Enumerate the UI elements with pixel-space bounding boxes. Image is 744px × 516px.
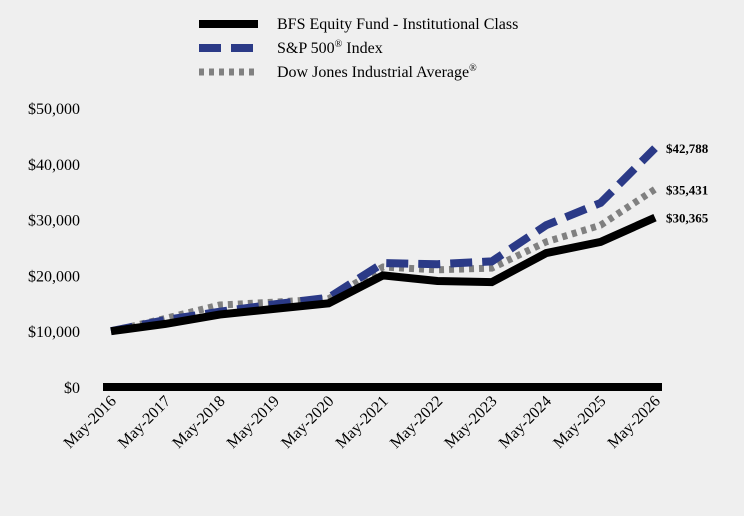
x-tick-label: May-2018 <box>169 393 228 452</box>
end-labels: $30,365 $42,788 $35,431 <box>666 141 709 225</box>
series-lines <box>110 145 658 336</box>
legend: BFS Equity Fund - Institutional Class S&P… <box>199 16 518 81</box>
x-tick-label: May-2026 <box>605 393 664 452</box>
x-axis-ticks: May-2016May-2017May-2018May-2019May-2020… <box>61 393 664 452</box>
legend-label: BFS Equity Fund - Institutional Class <box>277 16 518 33</box>
end-value-label: $30,365 <box>666 211 709 226</box>
y-tick-label: $30,000 <box>28 213 80 230</box>
x-tick-label: May-2020 <box>278 393 337 452</box>
legend-label-suffix: Index <box>342 40 382 57</box>
series-line-2 <box>110 186 657 335</box>
x-tick-label: May-2016 <box>61 393 120 452</box>
x-tick-label: May-2019 <box>224 393 283 452</box>
x-tick-label: May-2017 <box>115 393 174 452</box>
y-axis-ticks: $0 $10,000 $20,000 $30,000 $40,000 $50,000 <box>28 101 80 397</box>
legend-label: Dow Jones Industrial Average® <box>277 63 477 81</box>
x-tick-label: May-2023 <box>441 393 500 452</box>
y-tick-label: $20,000 <box>28 268 80 285</box>
x-tick-label: May-2025 <box>550 393 609 452</box>
y-tick-label: $40,000 <box>28 157 80 174</box>
y-tick-label: $0 <box>64 380 80 397</box>
series-line-1 <box>110 145 658 336</box>
legend-label-sup: ® <box>335 39 343 50</box>
x-tick-label: May-2022 <box>387 393 446 452</box>
legend-label-sup: ® <box>469 63 477 74</box>
x-tick-label: May-2021 <box>333 393 392 452</box>
x-tick-label: May-2024 <box>496 393 555 452</box>
end-value-label: $35,431 <box>666 182 708 197</box>
legend-label: S&P 500® Index <box>277 39 383 57</box>
end-value-label: $42,788 <box>666 141 709 156</box>
y-tick-label: $10,000 <box>28 324 80 341</box>
y-tick-label: $50,000 <box>28 101 80 118</box>
